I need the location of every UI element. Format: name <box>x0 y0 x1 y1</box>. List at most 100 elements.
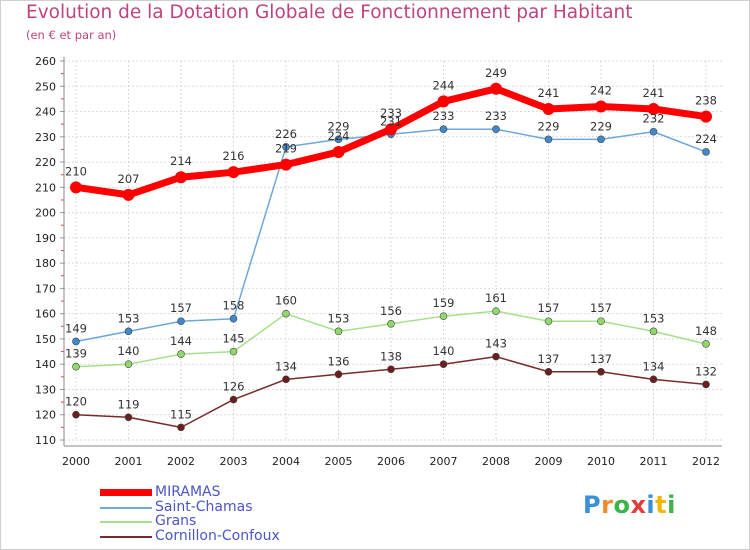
data-point-cornillon-confoux <box>387 365 395 374</box>
data-point-cornillon-confoux <box>649 375 658 384</box>
data-point-grans <box>124 360 133 369</box>
data-label-miramas: 249 <box>485 66 507 80</box>
data-label-miramas: 224 <box>328 129 350 143</box>
data-label-saint-chamas: 229 <box>538 119 560 133</box>
data-label-cornillon-confoux: 143 <box>485 337 507 351</box>
legend-swatch-miramas <box>100 489 152 496</box>
logo-letter: t <box>655 491 668 519</box>
data-point-saint-chamas <box>439 125 448 134</box>
y-tick-label: 110 <box>35 434 56 447</box>
data-label-grans: 161 <box>485 291 507 305</box>
data-label-grans: 145 <box>223 332 245 346</box>
data-labels: 210 207 214 216 219 224 233 244 249 241 242 241 238 1… <box>65 66 717 422</box>
data-label-cornillon-confoux: 132 <box>695 364 717 378</box>
data-point-grans <box>177 350 185 358</box>
y-tick-label: 230 <box>35 131 56 144</box>
data-point-miramas <box>437 95 450 108</box>
y-tick-label: 220 <box>35 156 56 169</box>
legend-item-grans: Grans <box>100 513 360 530</box>
data-label-grans: 153 <box>328 311 350 325</box>
data-label-miramas: 233 <box>380 106 402 120</box>
logo-letter: i <box>667 491 676 519</box>
data-point-grans <box>597 317 605 326</box>
legend-label-grans: Grans <box>155 513 197 529</box>
data-point-cornillon-confoux <box>492 352 500 361</box>
data-label-saint-chamas: 157 <box>170 301 192 315</box>
data-label-cornillon-confoux: 134 <box>643 359 665 373</box>
logo-letter: i <box>646 491 656 519</box>
data-point-saint-chamas <box>282 143 290 151</box>
y-tick-label: 150 <box>35 333 56 346</box>
data-label-miramas: 241 <box>538 86 560 100</box>
data-label-cornillon-confoux: 119 <box>118 397 140 411</box>
legend-label-saint-chamas: Saint-Chamas <box>155 498 253 515</box>
proxiti-logo: Proxiti <box>583 491 676 519</box>
data-point-grans <box>334 327 343 336</box>
legend-swatch-grans <box>100 521 152 523</box>
data-point-saint-chamas <box>597 135 605 144</box>
data-label-saint-chamas: 158 <box>223 299 245 313</box>
data-label-grans: 148 <box>695 324 717 338</box>
y-tick-label: 160 <box>35 308 56 321</box>
data-point-miramas <box>332 145 345 158</box>
data-point-cornillon-confoux <box>702 380 710 389</box>
data-label-miramas: 207 <box>118 172 140 186</box>
data-label-miramas: 219 <box>275 142 297 156</box>
series-layer <box>70 82 712 432</box>
data-label-saint-chamas: 233 <box>433 109 455 123</box>
data-point-miramas <box>175 171 187 184</box>
y-tick-label: 250 <box>35 80 56 93</box>
logo-letter: x <box>630 491 647 519</box>
data-point-miramas <box>542 103 555 116</box>
data-point-grans <box>282 309 290 318</box>
data-point-grans <box>649 327 658 336</box>
data-point-saint-chamas <box>72 337 80 346</box>
data-point-grans <box>229 347 238 356</box>
y-tick-label: 120 <box>35 409 56 422</box>
legend-swatch-cornillon-confoux <box>100 535 152 538</box>
data-label-cornillon-confoux: 126 <box>223 380 245 394</box>
data-label-saint-chamas: 233 <box>485 109 507 123</box>
x-tick-label: 2001 <box>115 455 143 468</box>
data-label-saint-chamas: 229 <box>328 119 350 133</box>
logo-letter: o <box>613 491 631 519</box>
legend-swatch-saint-chamas <box>100 506 152 509</box>
data-label-grans: 157 <box>590 301 612 315</box>
legend-item-cornillon-confoux: Cornillon-Confoux <box>100 527 360 545</box>
series-grans <box>72 307 710 371</box>
chart-title: Evolution de la Dotation Globale de Fonc… <box>26 2 633 23</box>
data-point-saint-chamas <box>544 135 553 144</box>
logo-letter: P <box>583 491 602 519</box>
x-tick-label: 2003 <box>220 455 248 468</box>
y-tick-label: 240 <box>35 106 56 119</box>
data-point-saint-chamas <box>177 317 185 326</box>
data-point-saint-chamas <box>649 127 658 136</box>
y-tick-label: 170 <box>35 282 56 295</box>
data-point-cornillon-confoux <box>334 370 343 379</box>
data-label-grans: 140 <box>118 344 140 358</box>
data-point-grans <box>492 307 500 315</box>
legend-label-miramas: MIRAMAS <box>155 484 221 500</box>
data-label-saint-chamas: 224 <box>695 132 717 146</box>
data-label-saint-chamas: 229 <box>590 119 612 133</box>
data-point-miramas <box>227 166 240 179</box>
data-label-grans: 153 <box>643 311 665 325</box>
series-cornillon-confoux <box>72 352 710 432</box>
data-label-cornillon-confoux: 138 <box>380 349 402 363</box>
data-label-cornillon-confoux: 115 <box>170 407 192 421</box>
data-point-cornillon-confoux <box>72 410 80 419</box>
data-label-cornillon-confoux: 137 <box>538 352 560 366</box>
data-label-cornillon-confoux: 137 <box>590 352 612 366</box>
y-tick-label: 180 <box>35 257 56 270</box>
data-point-miramas <box>595 100 607 113</box>
data-label-miramas: 216 <box>223 149 245 163</box>
data-point-cornillon-confoux <box>282 375 290 384</box>
data-label-cornillon-confoux: 136 <box>328 354 350 368</box>
data-label-miramas: 242 <box>590 83 612 97</box>
x-tick-label: 2010 <box>587 455 615 468</box>
y-tick-label: 190 <box>35 232 56 245</box>
legend-label-cornillon-confoux: Cornillon-Confoux <box>155 527 280 544</box>
data-point-grans <box>544 317 553 326</box>
